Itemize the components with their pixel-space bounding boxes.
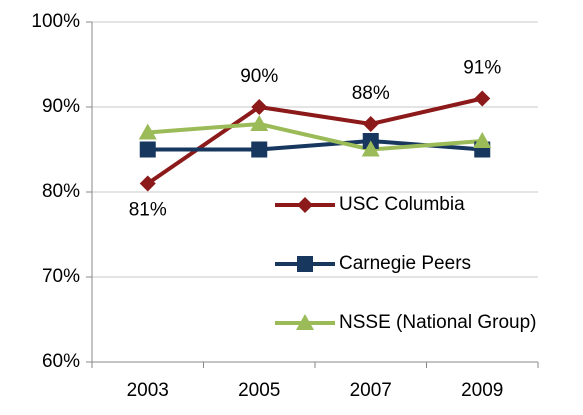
data-point — [139, 141, 156, 158]
x-tick-label: 2007 — [350, 380, 392, 401]
y-tick-label: 60% — [42, 351, 80, 372]
series-line — [146, 96, 483, 186]
data-point — [362, 116, 379, 132]
data-label: 91% — [463, 58, 501, 79]
legend-label: Carnegie Peers — [339, 253, 471, 274]
data-label: 88% — [352, 83, 390, 104]
y-tick-label: 80% — [42, 181, 80, 202]
data-point — [250, 115, 269, 131]
legend-label: USC Columbia — [339, 194, 465, 215]
legend-marker — [296, 314, 314, 330]
x-tick-label: 2005 — [238, 380, 280, 401]
data-point — [251, 141, 268, 158]
data-point — [474, 90, 491, 107]
y-tick-label: 100% — [31, 11, 80, 32]
data-point — [139, 175, 156, 192]
y-tick-label: 90% — [42, 96, 80, 117]
data-point — [473, 132, 492, 148]
data-label: 81% — [129, 200, 167, 221]
data-point — [138, 123, 157, 140]
y-tick-label: 70% — [42, 266, 80, 287]
data-point — [361, 140, 380, 157]
legend-label: NSSE (National Group) — [339, 312, 536, 333]
x-tick-label: 2009 — [461, 380, 503, 401]
legend-marker — [297, 256, 313, 272]
series-line — [147, 122, 483, 152]
x-tick-label: 2003 — [127, 380, 169, 401]
legend-marker — [297, 197, 313, 213]
data-label: 90% — [240, 66, 278, 87]
data-point — [251, 99, 268, 115]
